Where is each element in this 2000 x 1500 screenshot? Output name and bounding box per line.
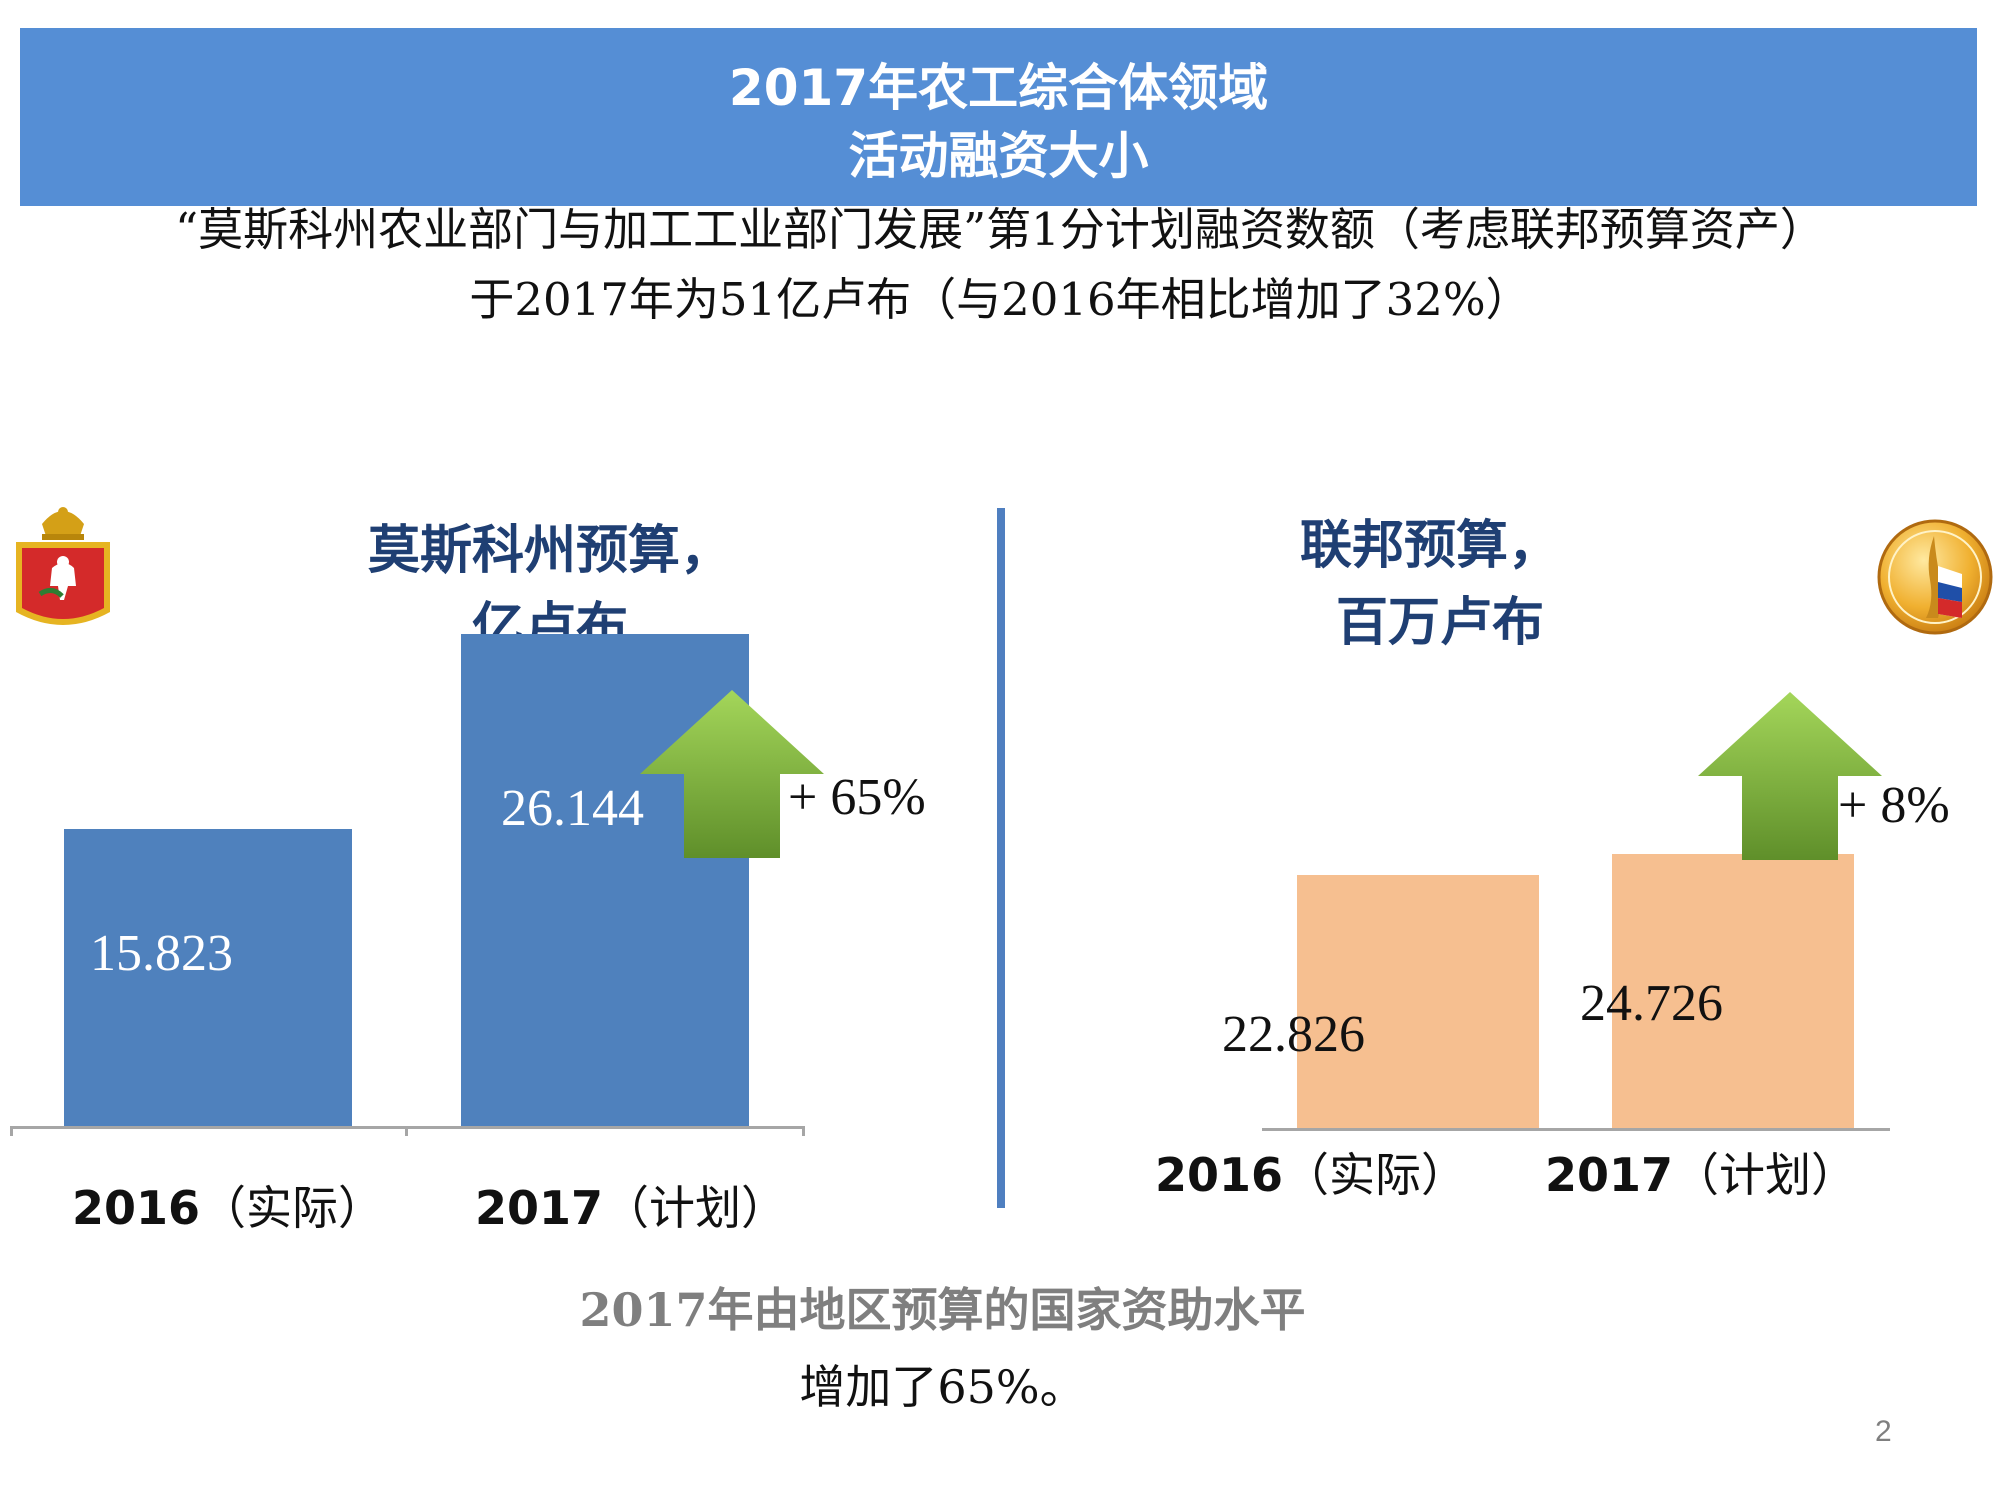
category-year: 2016 xyxy=(1155,1148,1284,1202)
page-title-line-2: 活动融资大小 xyxy=(848,127,1149,185)
x-axis-tick xyxy=(405,1126,408,1136)
x-axis-line xyxy=(1262,1128,1890,1131)
footer-line-1: 2017年由地区预算的国家资助水平 xyxy=(579,1283,1306,1337)
footer-line-2: 增加了65%。 xyxy=(799,1360,1086,1414)
page-number: 2 xyxy=(1875,1415,1892,1448)
federal-budget-unit: 百万卢布 xyxy=(1335,593,1544,653)
bar-2016 xyxy=(64,828,352,1126)
category-label-2016: 2016（实际） xyxy=(72,1178,384,1238)
value-label-2017: 24.726 xyxy=(1580,974,1723,1032)
category-label-2017: 2017（计划） xyxy=(475,1178,787,1238)
category-status: （实际） xyxy=(200,1181,385,1235)
bar-2017 xyxy=(1612,853,1854,1128)
category-year: 2016 xyxy=(72,1181,201,1235)
federal-budget-title: 联邦预算， xyxy=(1299,516,1560,576)
up-arrow-icon xyxy=(1698,692,1882,860)
subtitle-line-1: “莫斯科州农业部门与加工工业部门发展”第1分计划融资数额（考虑联邦预算资产） xyxy=(175,203,1825,256)
value-label-2016: 15.823 xyxy=(90,924,233,982)
up-arrow-icon xyxy=(640,690,824,858)
change-label-federal: + 8% xyxy=(1838,777,1950,834)
moscow-budget-chart: 15.823 26.144 2016（实际） 2017（计划） + 65% xyxy=(0,0,1000,1300)
title-banner: 2017年农工综合体领域 活动融资大小 xyxy=(20,28,1977,206)
category-status: （计划） xyxy=(1673,1148,1858,1202)
moscow-oblast-coat-of-arms-icon xyxy=(12,502,114,634)
moscow-budget-title: 莫斯科州预算， xyxy=(367,521,732,581)
category-status: （计划） xyxy=(603,1181,788,1235)
value-label-2017: 26.144 xyxy=(501,780,644,838)
category-year: 2017 xyxy=(1545,1148,1674,1202)
x-axis-tick xyxy=(10,1126,13,1136)
panel-divider xyxy=(997,508,1005,1208)
bar-2016 xyxy=(1297,874,1539,1128)
category-status: （实际） xyxy=(1283,1148,1468,1202)
category-year: 2017 xyxy=(475,1181,604,1235)
change-label-moscow: + 65% xyxy=(788,769,926,826)
ministry-of-agriculture-emblem-icon xyxy=(1876,518,1994,636)
category-label-2017: 2017（计划） xyxy=(1545,1145,1857,1205)
value-label-2016: 22.826 xyxy=(1222,1005,1365,1063)
category-label-2016: 2016（实际） xyxy=(1155,1145,1467,1205)
federal-budget-chart: 22.826 24.726 2016（实际） 2017（计划） + 8% xyxy=(1155,692,1950,1205)
x-axis-tick xyxy=(802,1126,805,1136)
page-title-line-1: 2017年农工综合体领域 xyxy=(728,59,1269,117)
subtitle-line-2: 于2017年为51亿卢布（与2016年相比增加了32%） xyxy=(469,273,1531,326)
bar-2017 xyxy=(461,634,749,1126)
